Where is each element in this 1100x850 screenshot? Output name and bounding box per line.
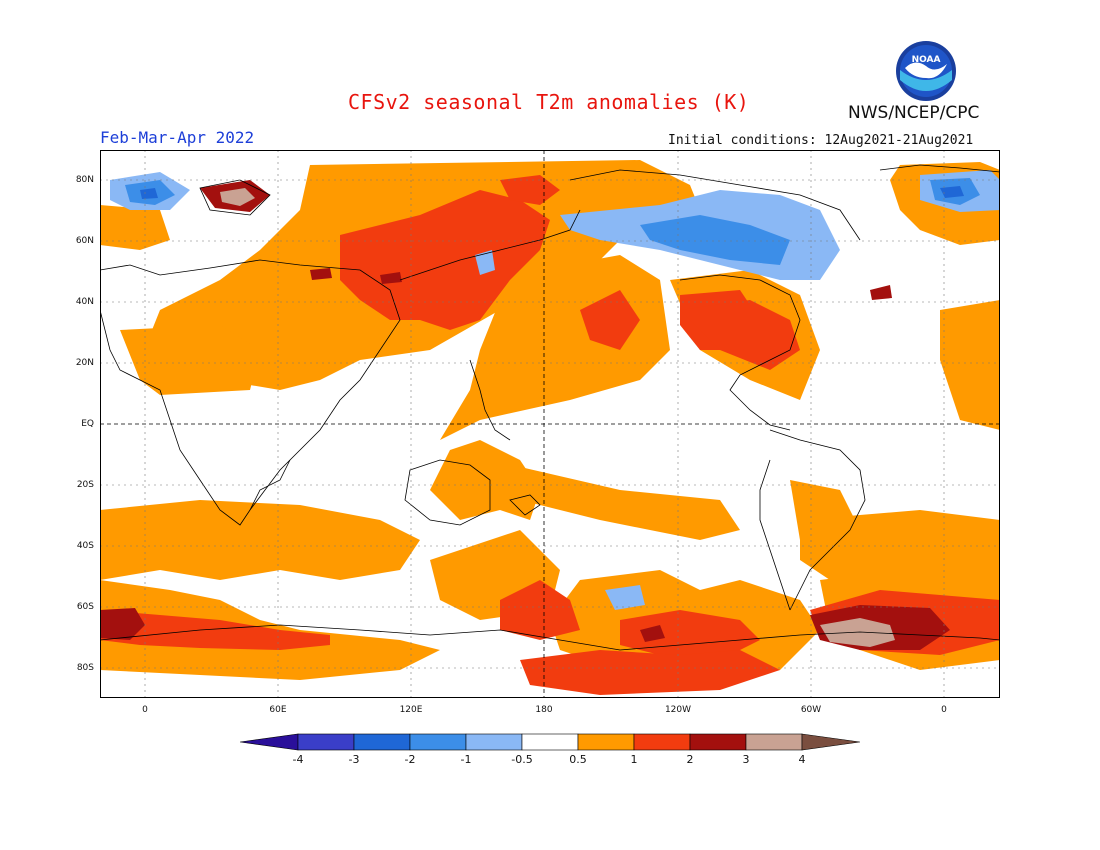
legend-tick: 3 [742,753,750,766]
anomaly-map [100,150,1000,698]
legend-tick: 4 [798,753,806,766]
legend-swatch [353,733,411,751]
lat-label: 40N [75,297,94,307]
legend-swatch [633,733,691,751]
legend-swatch [689,733,747,751]
noaa-logo-icon: NOAA [896,41,956,101]
legend-swatch [521,733,579,751]
legend-tick: 0.5 [569,753,587,766]
lat-label: 80S [76,663,94,673]
legend-swatch [801,733,860,751]
lon-label: 60W [800,705,822,715]
coastlines [100,164,1000,651]
legend-swatch [297,733,355,751]
lat-label: 80N [75,175,94,185]
lat-label: 20S [76,480,94,490]
lat-label: EQ [81,419,94,429]
anomaly-neg-2-neg-3-layer [140,186,964,199]
legend-tick: 1 [630,753,638,766]
legend-swatch [409,733,467,751]
map-canvas [100,150,1000,698]
svg-text:NOAA: NOAA [912,55,941,65]
color-legend [240,733,860,751]
graticule [100,150,1000,698]
lat-label: 60N [75,236,94,246]
lon-label: 180 [535,705,553,715]
lon-label: 0 [941,705,947,715]
lon-label: 120E [399,705,423,715]
lat-label: 20N [75,358,94,368]
forecast-period: Feb-Mar-Apr 2022 [100,128,255,147]
legend-swatch [577,733,635,751]
lat-label: 60S [76,602,94,612]
legend-tick: -3 [348,753,360,766]
legend-tick: -4 [292,753,304,766]
legend-tick: -0.5 [511,753,533,766]
legend-tick: -2 [404,753,416,766]
initial-conditions: Initial conditions: 12Aug2021-21Aug2021 [668,133,974,148]
legend-swatch [465,733,523,751]
legend-tick: 2 [686,753,694,766]
legend-swatch [745,733,803,751]
lat-label: 40S [76,541,94,551]
lon-label: 120W [664,705,692,715]
lon-label: 0 [142,705,148,715]
lon-label: 60E [269,705,287,715]
chart-title: CFSv2 seasonal T2m anomalies (K) [348,90,750,114]
agency-label: NWS/NCEP/CPC [848,103,980,123]
legend-swatch [240,733,299,751]
legend-tick: -1 [460,753,472,766]
